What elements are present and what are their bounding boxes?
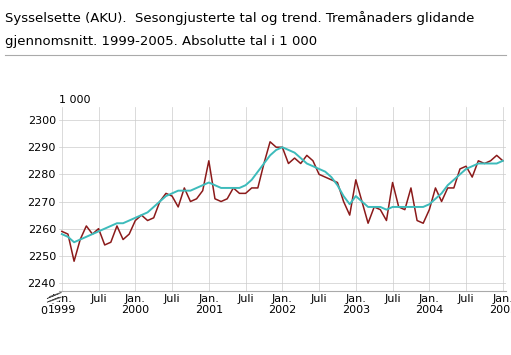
Text: Sysselsette (AKU).  Sesongjusterte tal og trend. Tremånaders glidande: Sysselsette (AKU). Sesongjusterte tal og… bbox=[5, 11, 475, 24]
Text: 0: 0 bbox=[40, 306, 48, 316]
Text: gjennomsnitt. 1999-2005. Absolutte tal i 1 000: gjennomsnitt. 1999-2005. Absolutte tal i… bbox=[5, 36, 317, 49]
Text: 1 000: 1 000 bbox=[59, 95, 90, 105]
